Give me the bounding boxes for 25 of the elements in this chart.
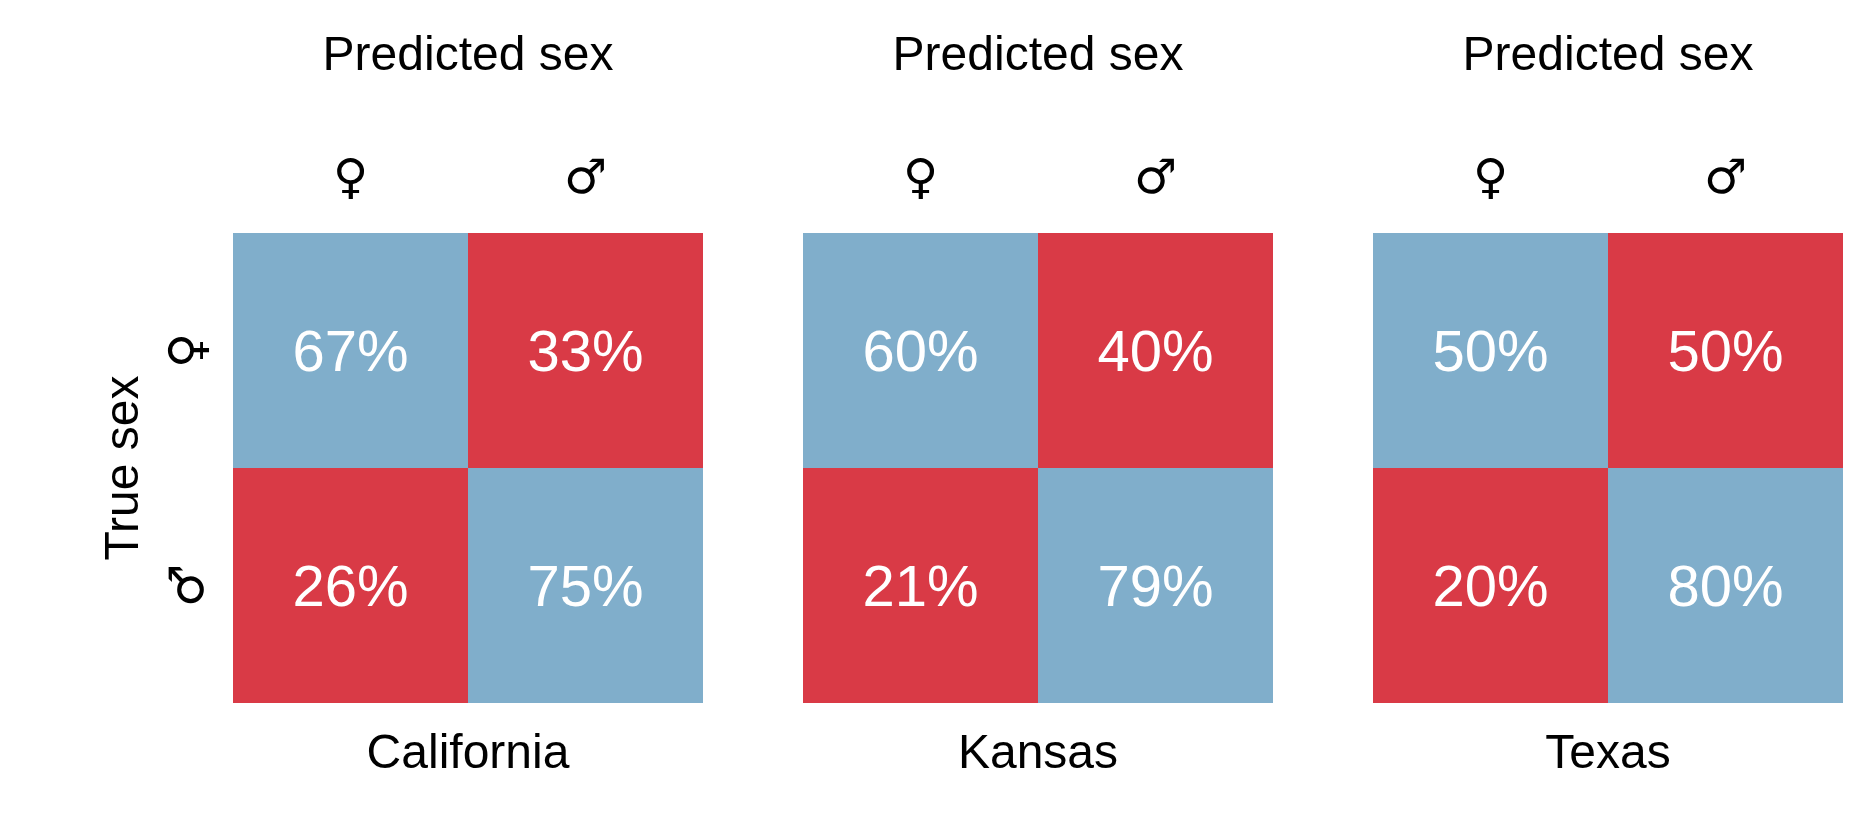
data-label: 50%	[1432, 317, 1549, 383]
data-label: 26%	[292, 552, 409, 618]
data-label: 60%	[862, 317, 979, 383]
x-tick-label: ♀	[332, 148, 369, 204]
text: Texas	[1545, 725, 1671, 778]
x-axis-title: Predicted sex	[892, 27, 1184, 80]
data-label: 67%	[292, 317, 409, 383]
x-tick-label: ♀	[1472, 148, 1509, 204]
x-tick-label: ♀	[902, 148, 939, 204]
x-axis-title: Predicted sex	[322, 27, 614, 80]
data-label: 40%	[1097, 317, 1214, 383]
x-tick-label: ♂	[1133, 148, 1178, 204]
text: California	[366, 725, 570, 778]
text: Kansas	[957, 725, 1119, 778]
data-label: 50%	[1667, 317, 1784, 383]
x-axis-title: Predicted sex	[1462, 27, 1754, 80]
data-label: 80%	[1667, 552, 1784, 618]
x-tick-label: ♂	[1703, 148, 1748, 204]
data-label: 20%	[1432, 552, 1549, 618]
data-label: 33%	[527, 317, 644, 383]
data-label: 75%	[527, 552, 644, 618]
x-tick-label: ♂	[563, 148, 608, 204]
y-axis-title: True sex	[95, 375, 148, 561]
data-label: 21%	[862, 552, 979, 618]
data-label: 79%	[1097, 552, 1214, 618]
